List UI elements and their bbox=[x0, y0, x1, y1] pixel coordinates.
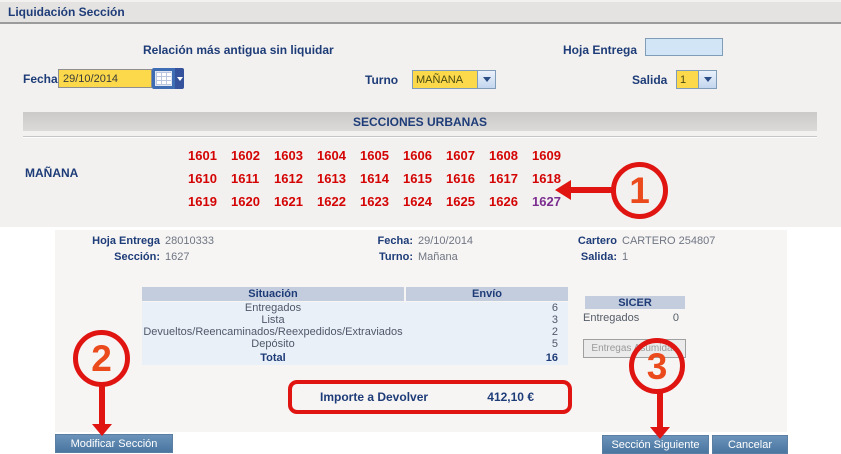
annotation-arrow-1 bbox=[570, 187, 614, 193]
seccion-link[interactable]: 1616 bbox=[446, 171, 475, 186]
detail-hoja-entrega-value: 28010333 bbox=[165, 235, 214, 247]
seccion-link[interactable]: 1610 bbox=[188, 171, 217, 186]
detail-fecha-value: 29/10/2014 bbox=[418, 235, 474, 247]
seccion-link[interactable]: 1624 bbox=[403, 194, 432, 209]
hoja-entrega-input[interactable] bbox=[645, 38, 723, 56]
importe-devolver-box: Importe a Devolver 412,10 € bbox=[288, 380, 572, 414]
cancelar-button[interactable]: Cancelar bbox=[712, 435, 788, 454]
seccion-link[interactable]: 1619 bbox=[188, 194, 217, 209]
annotation-circle-3: 3 bbox=[629, 338, 685, 394]
turno-selected-value: MAÑANA bbox=[413, 71, 477, 88]
shift-manana-label: MAÑANA bbox=[25, 166, 79, 180]
seccion-siguiente-button[interactable]: Sección Siguiente bbox=[602, 435, 709, 454]
relacion-antigua-label: Relación más antigua sin liquidar bbox=[143, 43, 334, 57]
turno-label: Turno bbox=[365, 73, 399, 87]
seccion-link[interactable]: 1602 bbox=[231, 148, 260, 163]
col-header-envio: Envío bbox=[406, 287, 568, 301]
detail-salida-label: Salida: bbox=[580, 251, 617, 263]
col-header-situacion: Situación bbox=[142, 287, 404, 301]
seccion-link[interactable]: 1608 bbox=[489, 148, 518, 163]
salida-selected-value: 1 bbox=[677, 71, 698, 88]
detail-turno-label: Turno: bbox=[378, 251, 413, 263]
seccion-link[interactable]: 1606 bbox=[403, 148, 432, 163]
seccion-link[interactable]: 1627 bbox=[532, 194, 561, 209]
secciones-grid: 1601 1602 1603 1604 1605 1606 1607 1608 1609 1610… bbox=[188, 144, 575, 213]
turno-select[interactable]: MAÑANA bbox=[412, 70, 496, 89]
detail-salida-value: 1 bbox=[622, 251, 629, 263]
annotation-circle-1: 1 bbox=[611, 162, 668, 219]
sicer-header: SICER bbox=[585, 296, 685, 309]
modificar-seccion-button[interactable]: Modificar Sección bbox=[55, 434, 173, 453]
total-value: 16 bbox=[545, 351, 558, 364]
salida-select[interactable]: 1 bbox=[676, 70, 717, 89]
seccion-link[interactable]: 1618 bbox=[532, 171, 561, 186]
seccion-link[interactable]: 1609 bbox=[532, 148, 561, 163]
seccion-link[interactable]: 1614 bbox=[360, 171, 389, 186]
seccion-link[interactable]: 1611 bbox=[231, 171, 260, 186]
total-label: Total bbox=[260, 351, 286, 364]
page-title-bar: Liquidación Sección bbox=[0, 2, 841, 24]
seccion-link[interactable]: 1623 bbox=[360, 194, 389, 209]
table-total-row: Total 16 bbox=[142, 350, 568, 365]
annotation-circle-2: 2 bbox=[73, 330, 130, 387]
detail-turno-value: Mañana bbox=[418, 251, 458, 263]
detail-seccion-label: Sección: bbox=[114, 251, 160, 263]
table-row: Devueltos/Reencaminados/Reexpedidos/Extr… bbox=[142, 326, 568, 338]
importe-label: Importe a Devolver bbox=[320, 390, 429, 404]
importe-value: 412,10 € bbox=[487, 390, 534, 404]
hoja-entrega-label: Hoja Entrega bbox=[563, 43, 638, 57]
table-row: Entregados 6 bbox=[142, 302, 568, 314]
secciones-urbanas-header: SECCIONES URBANAS bbox=[23, 112, 817, 131]
seccion-link[interactable]: 1622 bbox=[317, 194, 346, 209]
seccion-link[interactable]: 1626 bbox=[489, 194, 518, 209]
seccion-link[interactable]: 1613 bbox=[317, 171, 346, 186]
seccion-link[interactable]: 1612 bbox=[274, 171, 303, 186]
calendar-button[interactable] bbox=[152, 68, 184, 89]
situacion-table-header: Situación Envío bbox=[142, 287, 568, 301]
detail-seccion-value: 1627 bbox=[165, 251, 190, 263]
table-row: Lista 3 bbox=[142, 314, 568, 326]
top-panel: Liquidación Sección Relación más antigua… bbox=[0, 0, 841, 227]
annotation-arrowhead-down-icon bbox=[92, 424, 112, 436]
seccion-link[interactable]: 1615 bbox=[403, 171, 432, 186]
detail-hoja-entrega-label: Hoja Entrega bbox=[92, 235, 160, 247]
situacion-table-body: Entregados 6 Lista 3 Devueltos/Reencaminados… bbox=[142, 302, 568, 350]
annotation-arrow-3 bbox=[657, 392, 663, 429]
calendar-icon bbox=[152, 68, 175, 89]
detail-cartero-label: Cartero bbox=[577, 235, 617, 247]
annotation-arrowhead-left-icon bbox=[555, 180, 571, 200]
sicer-entregados-value: 0 bbox=[672, 312, 679, 324]
detail-fecha-label: Fecha: bbox=[377, 235, 413, 247]
calendar-dropdown-icon bbox=[175, 68, 184, 89]
info-group-cartero: Cartero CARTERO 254807 Salida: 1 bbox=[520, 233, 715, 265]
sicer-entregados-label: Entregados bbox=[583, 312, 640, 324]
seccion-link[interactable]: 1625 bbox=[446, 194, 475, 209]
detail-cartero-value: CARTERO 254807 bbox=[622, 235, 716, 247]
seccion-link[interactable]: 1620 bbox=[231, 194, 260, 209]
seccion-link[interactable]: 1603 bbox=[274, 148, 303, 163]
info-group-fecha: Fecha: 29/10/2014 Turno: Mañana bbox=[315, 233, 474, 265]
seccion-link[interactable]: 1605 bbox=[360, 148, 389, 163]
situacion-table: Situación Envío Entregados 6 Lista 3 Devuelt… bbox=[142, 287, 568, 365]
sicer-entregados-row: Entregados 0 bbox=[583, 312, 679, 324]
seccion-link[interactable]: 1621 bbox=[274, 194, 303, 209]
salida-label: Salida bbox=[632, 73, 668, 87]
seccion-link[interactable]: 1617 bbox=[489, 171, 518, 186]
annotation-arrow-2 bbox=[99, 385, 105, 426]
fecha-label: Fecha bbox=[23, 72, 58, 86]
page-title: Liquidación Sección bbox=[8, 5, 125, 19]
chevron-down-icon bbox=[477, 71, 495, 88]
separator-line bbox=[23, 136, 817, 138]
table-row: Depósito 5 bbox=[142, 338, 568, 350]
annotation-arrowhead-down-icon bbox=[650, 427, 670, 439]
chevron-down-icon bbox=[698, 71, 716, 88]
fecha-input[interactable] bbox=[58, 69, 152, 88]
seccion-link[interactable]: 1607 bbox=[446, 148, 475, 163]
seccion-link[interactable]: 1601 bbox=[188, 148, 217, 163]
info-group-hoja: Hoja Entrega 28010333 Sección: 1627 bbox=[60, 233, 214, 265]
seccion-link[interactable]: 1604 bbox=[317, 148, 346, 163]
